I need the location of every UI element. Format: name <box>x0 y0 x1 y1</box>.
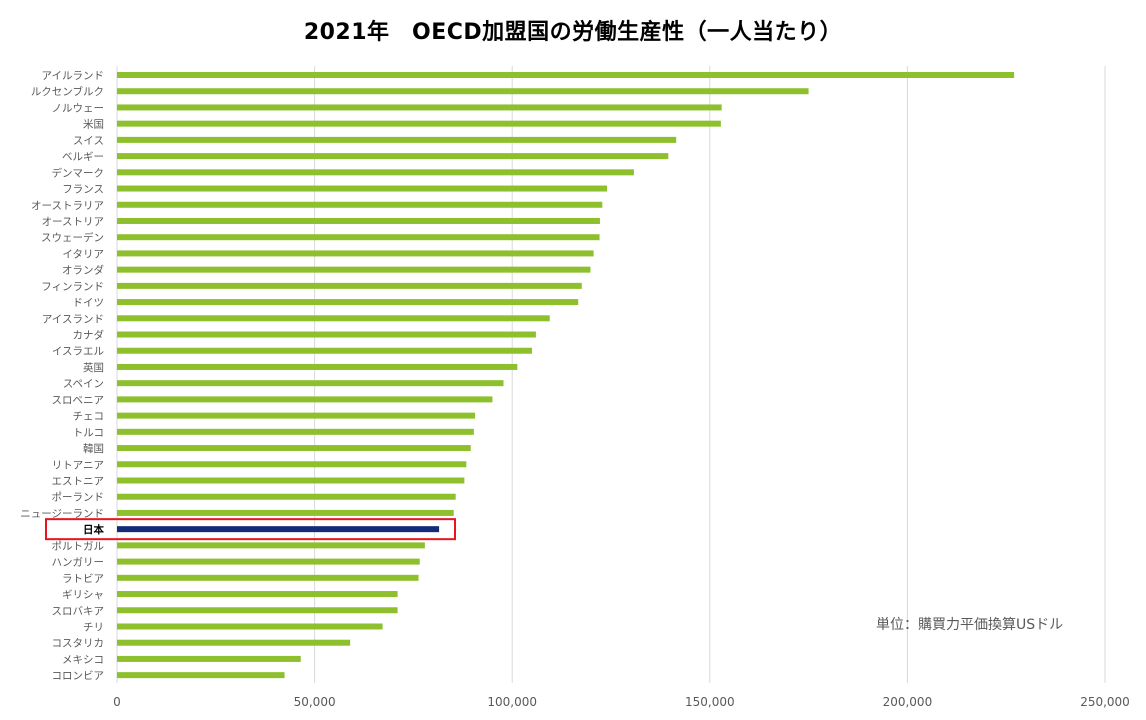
category-label: ルクセンブルク <box>31 85 104 98</box>
category-labels: アイルランドルクセンブルクノルウェー米国スイスベルギーデンマークフランスオースト… <box>20 70 104 682</box>
x-tick-label: 0 <box>113 695 121 709</box>
category-label: ドイツ <box>73 297 105 309</box>
category-label: オーストラリア <box>31 200 104 212</box>
category-label: 日本 <box>83 523 104 536</box>
bar <box>117 88 809 95</box>
bar <box>117 493 456 500</box>
category-label: コロンビア <box>52 670 105 682</box>
bar <box>117 623 383 630</box>
bar <box>117 331 536 338</box>
category-label: アイルランド <box>42 70 104 82</box>
chart-title: 2021年 OECD加盟国の労働生産性（一人当たり） <box>303 20 843 45</box>
bar <box>117 120 721 127</box>
category-label: フランス <box>62 184 104 196</box>
bar <box>117 591 398 598</box>
bar <box>117 445 471 452</box>
category-label: リトアニア <box>52 459 104 471</box>
bar <box>117 412 476 419</box>
category-label: トルコ <box>73 427 104 439</box>
bar <box>117 639 351 646</box>
bar <box>117 655 301 662</box>
unit-note: 単位：購買力平価換算USドル <box>876 617 1064 633</box>
category-label: コスタリカ <box>52 638 105 650</box>
highlight-box <box>45 518 456 541</box>
category-label: スイス <box>73 135 104 147</box>
category-label: イタリア <box>62 248 104 260</box>
bar <box>117 153 669 160</box>
x-tick-label: 50,000 <box>294 695 336 709</box>
bar <box>117 607 398 614</box>
category-label: メキシコ <box>62 654 104 666</box>
category-label: ポルトガル <box>52 540 105 552</box>
bar <box>117 363 518 370</box>
bar <box>117 169 634 176</box>
bar <box>117 396 493 403</box>
category-label: エストニア <box>52 476 105 488</box>
bar <box>117 217 600 224</box>
category-label: フィンランド <box>41 281 104 293</box>
bar <box>117 185 608 192</box>
bar <box>117 672 285 679</box>
category-label: ラトビア <box>62 573 104 585</box>
x-tick-label: 250,000 <box>1080 695 1130 709</box>
category-label: スウェーデン <box>41 231 104 244</box>
x-axis-ticks: 0 50,000 100,000 150,000 200,000 250,000 <box>113 695 1130 709</box>
bar <box>117 380 504 387</box>
x-tick-label: 150,000 <box>685 695 735 709</box>
category-label: 米国 <box>83 118 104 131</box>
category-label: ノルウェー <box>52 102 105 114</box>
bar <box>117 574 419 581</box>
bar <box>117 477 465 484</box>
category-label: ベルギー <box>62 151 104 163</box>
bar <box>117 266 591 273</box>
category-label: チリ <box>83 621 104 633</box>
category-label: アイスランド <box>42 313 104 325</box>
bar <box>117 461 467 468</box>
category-label: ニュージーランド <box>20 508 104 520</box>
category-label: ハンガリー <box>52 557 105 569</box>
bar <box>117 201 603 208</box>
category-label: カナダ <box>73 329 105 342</box>
bars <box>45 72 1015 679</box>
category-label: ギリシャ <box>62 589 104 601</box>
category-label: 英国 <box>83 361 104 374</box>
x-tick-label: 200,000 <box>883 695 933 709</box>
x-tick-label: 100,000 <box>487 695 537 709</box>
category-label: チェコ <box>73 411 105 423</box>
bar <box>117 136 677 143</box>
category-label: 韓国 <box>83 443 104 455</box>
category-label: ポーランド <box>52 492 105 504</box>
category-label: スロバキア <box>52 605 105 617</box>
bar <box>117 526 440 533</box>
bar <box>117 250 594 257</box>
bar <box>117 104 722 111</box>
category-label: スロベニア <box>52 394 105 406</box>
bar <box>117 234 600 241</box>
category-label: デンマーク <box>52 166 105 179</box>
bar <box>117 542 425 549</box>
bar <box>117 282 582 289</box>
bar <box>117 428 474 435</box>
gridlines <box>116 66 1106 683</box>
bar <box>117 315 550 322</box>
category-label: オランダ <box>62 264 104 277</box>
bar <box>117 347 532 354</box>
bar <box>117 72 1015 78</box>
bar <box>117 509 454 516</box>
category-label: イスラエル <box>52 346 104 358</box>
category-label: オーストリア <box>42 216 104 228</box>
category-label: スペイン <box>63 378 104 390</box>
bar <box>117 299 579 306</box>
bar <box>117 558 420 565</box>
